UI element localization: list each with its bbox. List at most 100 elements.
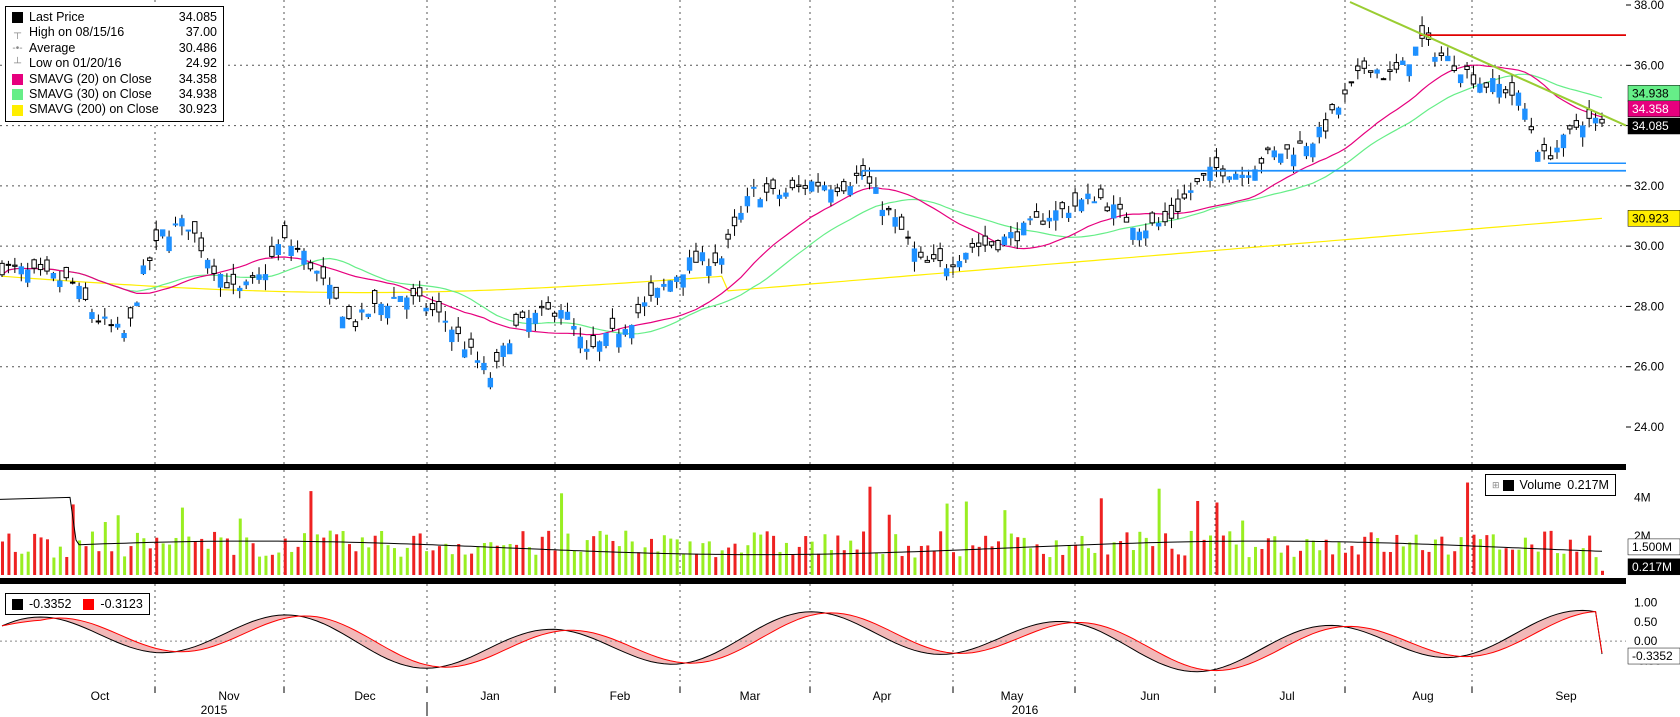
candle-body [1374, 69, 1380, 74]
volume-bar [913, 557, 917, 575]
volume-bar [264, 555, 268, 575]
volume-bar [450, 554, 454, 575]
candle-body [404, 297, 410, 310]
volume-bar [399, 556, 403, 575]
candle-body [1322, 119, 1329, 132]
legend-item: Last Price 34.085 [12, 10, 217, 25]
month-label: Jun [1140, 689, 1159, 703]
candle-body [384, 305, 391, 319]
volume-bar [1176, 554, 1180, 575]
candle-body [686, 257, 693, 271]
candle-body [590, 335, 596, 348]
sma20-value-tag-bg [1627, 100, 1680, 118]
candle-body [314, 270, 320, 274]
volume-last-tag: 0.217M [1632, 560, 1672, 574]
volume-bar [193, 541, 197, 575]
candle-body [494, 351, 500, 362]
year-label: 2016 [1012, 703, 1039, 717]
sma20-line [1, 64, 1603, 336]
volume-bar [116, 515, 120, 575]
candle-body [76, 285, 82, 300]
volume-legend-value: 0.217M [1567, 478, 1609, 492]
osc-legend-value-2: -0.3123 [100, 597, 143, 611]
candle-body [1207, 166, 1213, 181]
volume-average-tag-bg [1627, 538, 1680, 556]
month-label: Jan [480, 689, 499, 703]
volume-bar [161, 543, 165, 575]
volume-bar [1504, 548, 1508, 575]
volume-bar [380, 530, 384, 575]
volume-bar [335, 534, 339, 575]
volume-bar [315, 534, 319, 575]
volume-bar [1575, 551, 1579, 575]
annotations [861, 1, 1627, 180]
candle-body [269, 245, 275, 257]
volume-bar [1343, 552, 1347, 575]
volume-bar [26, 551, 30, 575]
oscillator-tick-label: 0.00 [1634, 634, 1658, 648]
volume-bar [874, 552, 878, 575]
candle-body [802, 185, 808, 189]
candle-body [783, 192, 789, 197]
month-label: Jul [1279, 689, 1294, 703]
volume-legend: ⊞ Volume 0.217M [1485, 474, 1616, 496]
legend-item: SMAVG (200) on Close 30.923 [12, 102, 217, 117]
candle-body [359, 309, 365, 313]
sma200-value-tag: 30.923 [1632, 211, 1669, 225]
volume-bar [174, 537, 178, 575]
volume-bar [1260, 549, 1264, 575]
candle-body [185, 229, 192, 232]
candle-body [635, 303, 641, 314]
month-label: Sep [1555, 689, 1577, 703]
candle-body [886, 207, 892, 211]
candle-body [1361, 60, 1367, 69]
candle-body [282, 225, 288, 239]
volume-bar [1376, 538, 1380, 575]
volume-bar [354, 551, 358, 575]
candle-body [532, 312, 539, 324]
candle-body [1143, 230, 1149, 239]
candle-body [1194, 178, 1200, 183]
candle-body [513, 313, 519, 326]
legend-swatch [12, 89, 23, 101]
candle-body [262, 274, 269, 281]
volume-bar [1221, 535, 1225, 575]
volume-bar [20, 553, 24, 575]
volume-bar [84, 546, 88, 575]
candle-body [1387, 69, 1393, 72]
volume-bar [579, 551, 583, 575]
candle-body [1027, 218, 1033, 221]
volume-bar [952, 552, 956, 575]
volume-bar [1298, 550, 1302, 575]
volume-bar [521, 531, 525, 575]
volume-bar [765, 531, 769, 575]
volume-bar [148, 548, 152, 575]
oscillator-line-1 [1, 609, 1603, 673]
volume-legend-icon: ⊞ [1492, 479, 1500, 490]
volume-bar [817, 553, 821, 575]
volume-bar [1472, 534, 1476, 575]
volume-bar [752, 532, 756, 575]
price-tick-label: 36.00 [1634, 58, 1664, 72]
candle-body [622, 329, 628, 335]
candle-body [320, 266, 326, 279]
price-tick-label: 26.00 [1634, 360, 1664, 374]
volume-bar [617, 546, 621, 575]
candle-body [1406, 64, 1412, 77]
volume-bar [1511, 549, 1515, 575]
volume-bar [1427, 551, 1431, 575]
volume-bar [103, 522, 107, 575]
volume-tick-label: 4M [1634, 490, 1651, 504]
candle-body [558, 310, 564, 319]
legend-value: 34.085 [178, 10, 217, 24]
candle-body [346, 305, 352, 320]
candle-body [1162, 210, 1168, 223]
volume-bar [1266, 538, 1270, 575]
candle-body [147, 257, 153, 261]
candle-body [1059, 202, 1065, 210]
candle-body [1220, 168, 1226, 177]
candle-body [963, 252, 969, 260]
last-price-value-tag: 34.085 [1632, 119, 1669, 133]
candle-body [526, 317, 532, 333]
candle-body [487, 377, 494, 388]
